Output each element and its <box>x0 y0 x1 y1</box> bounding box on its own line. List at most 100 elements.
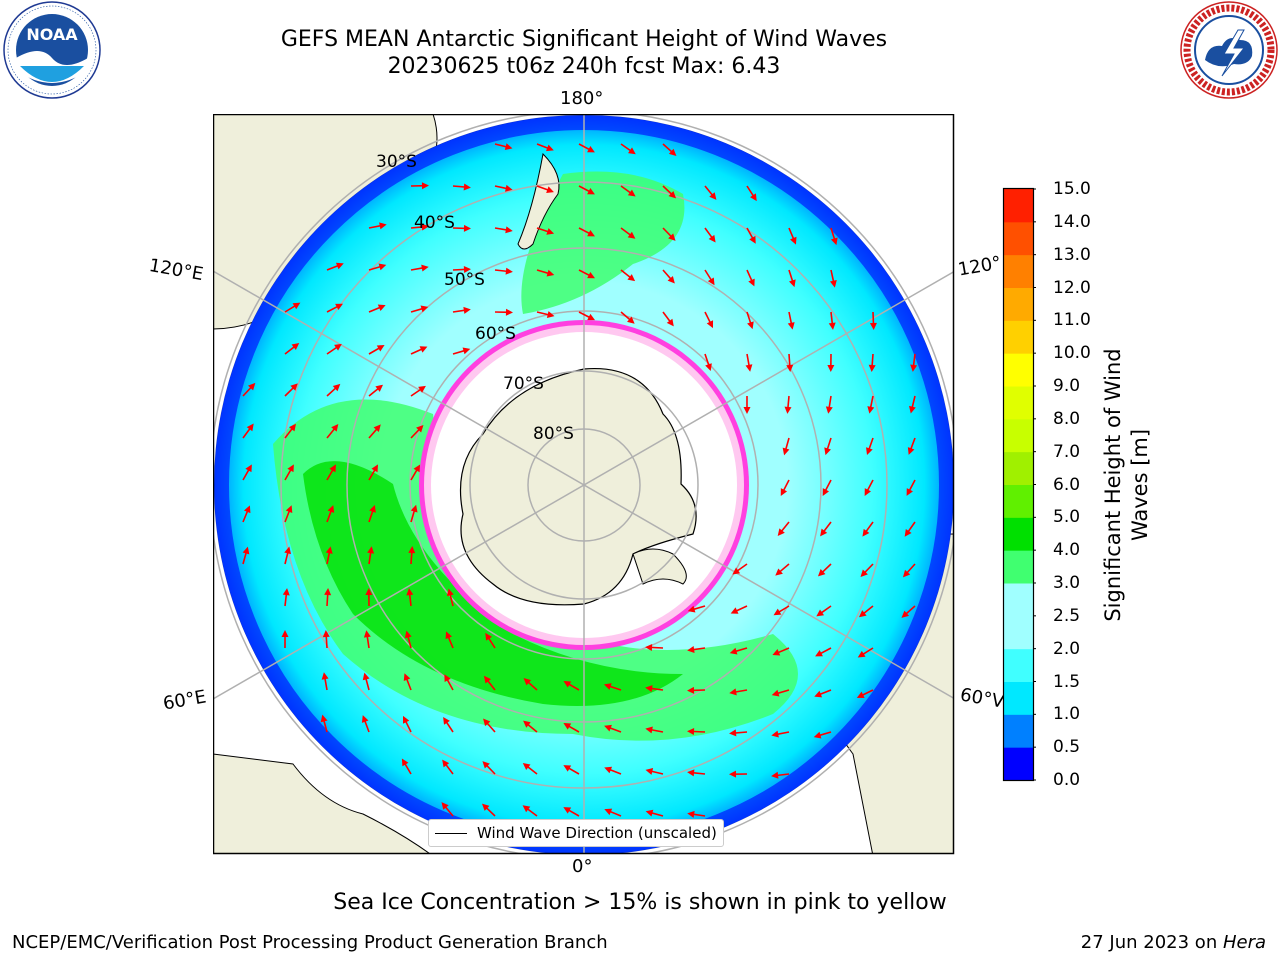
wave-direction-arrowhead <box>546 228 555 235</box>
wave-direction-arrowhead <box>862 528 870 537</box>
wave-direction-arrowhead <box>604 808 613 816</box>
map-panel <box>213 114 955 855</box>
lon-label-180: 180° <box>560 88 604 109</box>
wave-direction-arrowhead <box>445 631 453 640</box>
wave-direction-arrowhead <box>408 546 416 554</box>
lat-label-50s: 50°S <box>444 270 485 290</box>
wave-direction-arrowhead <box>523 678 532 686</box>
wave-direction-arrowhead <box>780 488 788 497</box>
wave-direction-arrowhead <box>743 406 751 414</box>
wave-direction-arrowhead <box>441 802 449 810</box>
wave-direction-arrowhead <box>444 674 451 683</box>
colorbar-tick-label: 15.0 <box>1053 179 1091 199</box>
wave-direction-arrowhead <box>413 464 421 473</box>
wave-direction-arrowhead <box>587 271 595 279</box>
wave-direction-arrowhead <box>645 726 653 734</box>
wave-direction-arrowhead <box>325 546 333 554</box>
wave-direction-arrowhead <box>729 770 737 778</box>
wave-direction-arrowhead <box>645 643 653 651</box>
new-zealand-land <box>517 152 560 250</box>
colorbar-cell <box>1004 583 1033 617</box>
wave-direction-arrowhead <box>816 609 825 617</box>
colorbar-tick-label: 2.0 <box>1053 638 1081 659</box>
wave-direction-arrowhead <box>377 304 386 312</box>
colorbar-tick-label: 6.0 <box>1053 474 1081 495</box>
wave-direction-arrowhead <box>522 762 531 771</box>
wave-direction-arrowhead <box>463 183 471 191</box>
wave-direction-arrowhead <box>705 363 712 372</box>
wave-direction-arrowhead <box>857 650 866 658</box>
wave-direction-arrowhead <box>402 715 410 724</box>
wave-direction-arrowhead <box>416 425 424 433</box>
wave-direction-arrowhead <box>627 274 636 282</box>
wave-direction-arrowhead <box>687 810 695 818</box>
colorbar-cell <box>1004 451 1033 485</box>
wave-direction-arrowhead <box>421 223 429 231</box>
lat-label-80s: 80°S <box>533 424 574 444</box>
wave-direction-arrowhead <box>563 723 572 730</box>
wave-direction-arrowhead <box>830 237 838 246</box>
colorbar-tick-label: 2.5 <box>1053 605 1081 626</box>
wave-direction-arrowhead <box>687 646 695 653</box>
wave-direction-arrowhead <box>285 505 293 514</box>
wave-direction-arrowhead <box>901 610 910 618</box>
wave-direction-arrowhead <box>334 343 342 351</box>
wave-direction-arrowhead <box>667 275 675 284</box>
colorbar-tick-label: 8.0 <box>1053 408 1081 429</box>
wave-direction-arrowhead <box>910 364 918 372</box>
wave-direction-arrowhead <box>329 464 336 473</box>
wave-direction-arrowhead <box>828 322 836 330</box>
wave-direction-arrowhead <box>505 308 513 316</box>
colorbar-cell <box>1004 747 1033 781</box>
lat-label-30s: 30°S <box>376 152 417 172</box>
wave-direction-arrowhead <box>320 714 328 723</box>
wave-direction-arrowhead <box>335 303 343 311</box>
noaa-logo: NOAA <box>3 1 101 99</box>
wave-direction-arrowhead <box>369 504 376 513</box>
wave-direction-arrowhead <box>546 186 554 194</box>
wave-direction-arrowhead <box>709 192 717 200</box>
wave-direction-arrowhead <box>563 807 572 814</box>
wave-direction-arrowhead <box>907 447 915 455</box>
wave-direction-arrowhead <box>418 385 426 393</box>
colorbar-tick-label: 3.0 <box>1053 573 1081 593</box>
wave-direction-arrowhead <box>645 768 654 775</box>
wave-direction-arrowhead <box>523 720 531 728</box>
wave-direction-arrowhead <box>771 730 779 738</box>
wave-belt-pacific <box>521 171 685 314</box>
wave-direction-arrowhead <box>563 765 572 772</box>
wave-direction-arrowhead <box>246 423 254 432</box>
wave-direction-arrowhead <box>420 305 429 313</box>
wave-direction-arrowhead <box>421 182 429 190</box>
wave-direction-arrowhead <box>866 447 873 455</box>
wave-direction-arrowhead <box>401 758 409 767</box>
colorbar-tick-label: 10.0 <box>1053 343 1091 364</box>
wave-direction-arrowhead <box>813 731 822 739</box>
colorbar-tick-label: 1.5 <box>1053 671 1081 692</box>
lon-label-60e: 60°E <box>161 686 208 715</box>
wave-direction-arrowhead <box>482 761 490 769</box>
colorbar-cell <box>1004 221 1033 256</box>
colorbar-cell <box>1004 681 1033 715</box>
wave-direction-arrowhead <box>627 316 635 324</box>
africa-land <box>213 753 432 854</box>
wave-direction-arrowhead <box>867 406 875 414</box>
lon-label-0: 0° <box>572 856 593 877</box>
wave-direction-arrowhead <box>771 771 779 779</box>
lon-label-120w: 120° <box>956 252 1003 281</box>
wave-direction-arrowhead <box>403 673 411 682</box>
wave-direction-arrowhead <box>747 321 754 330</box>
wave-direction-arrowhead <box>822 488 830 496</box>
wave-direction-arrowhead <box>522 805 531 813</box>
colorbar-label: Significant Height of Wind Waves [m] <box>1101 348 1152 622</box>
chart-title: GEFS MEAN Antarctic Significant Height o… <box>280 27 888 52</box>
wave-direction-arrowhead <box>363 630 371 638</box>
colorbar-tick-label: 4.0 <box>1053 540 1081 561</box>
wind-wave-arrows <box>242 143 918 818</box>
wave-direction-arrowhead <box>775 568 783 576</box>
wave-direction-arrowhead <box>362 672 370 681</box>
svg-text:NOAA: NOAA <box>26 25 78 44</box>
sea-ice-footnote: Sea Ice Concentration > 15% is shown in … <box>333 890 947 915</box>
wave-direction-arrowhead <box>332 383 341 392</box>
wave-direction-arrowhead <box>668 233 676 241</box>
